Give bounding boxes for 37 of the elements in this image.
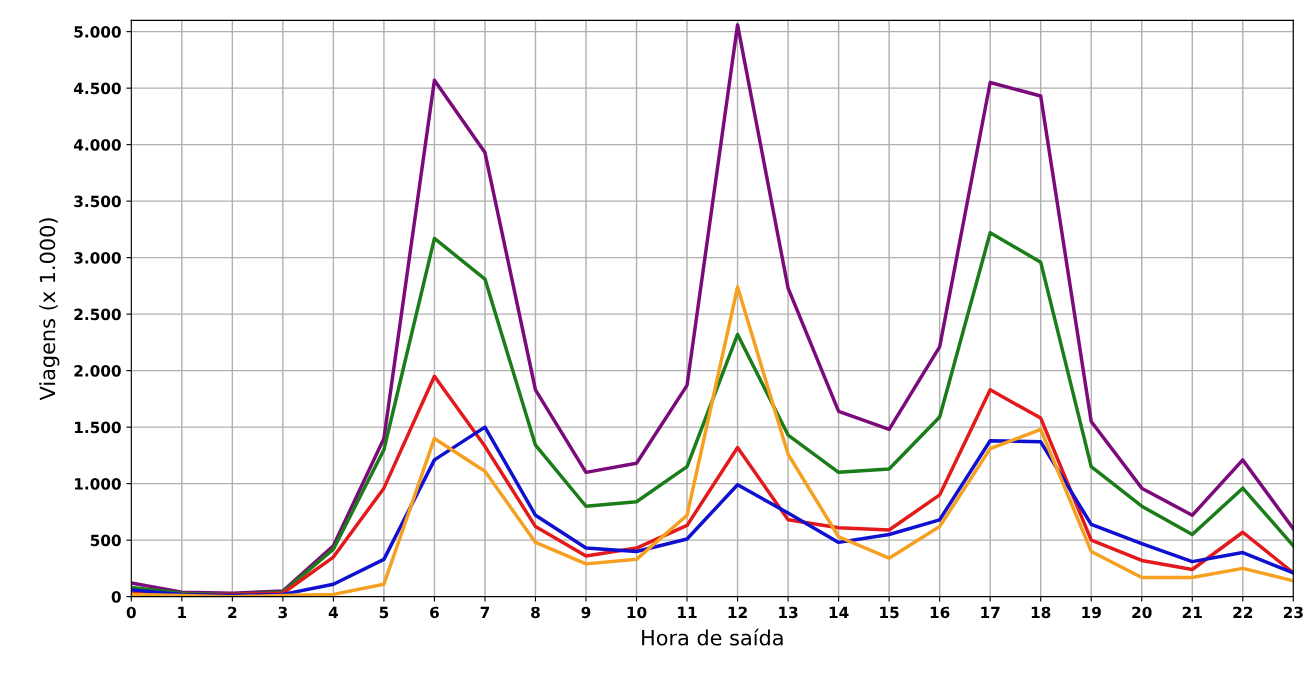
x-tick-label: 21: [1182, 606, 1202, 618]
x-tick-label: 18: [1031, 606, 1051, 619]
x-tick-label: 8: [531, 606, 540, 619]
x-tick-label: 5: [379, 606, 389, 619]
x-tick-label: 20: [1132, 606, 1152, 619]
y-tick-label: 1.000: [74, 478, 121, 490]
x-tick-label: 16: [930, 606, 950, 619]
x-tick-label: 11: [678, 606, 697, 618]
y-tick-label: 500: [90, 534, 121, 547]
x-tick-label: 2: [228, 606, 237, 618]
x-tick-label: 19: [1082, 606, 1101, 619]
x-tick-label: 22: [1233, 606, 1253, 618]
x-tick-label: 6: [430, 606, 439, 619]
x-tick-label: 0: [126, 606, 136, 619]
x-tick-label: 10: [627, 606, 647, 619]
x-tick-label: 17: [981, 606, 1000, 618]
y-tick-label: 4.000: [73, 139, 121, 151]
y-tick-label: 4.500: [73, 82, 121, 95]
y-tick-label: 1.500: [74, 421, 121, 434]
x-axis-title: Hora de saída: [642, 628, 783, 646]
y-axis-title: Viagens (x 1.000): [39, 218, 60, 401]
x-tick-label: 7: [480, 606, 490, 618]
x-tick-label: 9: [581, 606, 591, 619]
x-tick-label: 1: [178, 606, 187, 618]
x-tick-label: 13: [779, 606, 798, 619]
x-tick-label: 4: [328, 606, 338, 618]
x-tick-label: 23: [1283, 606, 1303, 619]
x-tick-label: 3: [278, 606, 287, 619]
x-tick-label: 15: [880, 606, 899, 619]
y-tick-label: 2.000: [74, 365, 121, 377]
y-tick-label: 3.500: [74, 195, 121, 208]
y-tick-label: 2.500: [74, 308, 121, 321]
y-tick-label: 0: [111, 591, 121, 603]
x-tick-label: 12: [728, 606, 747, 618]
x-tick-label: 14: [829, 606, 849, 618]
y-tick-label: 3.000: [74, 252, 121, 264]
y-tick-label: 5.000: [74, 26, 121, 38]
